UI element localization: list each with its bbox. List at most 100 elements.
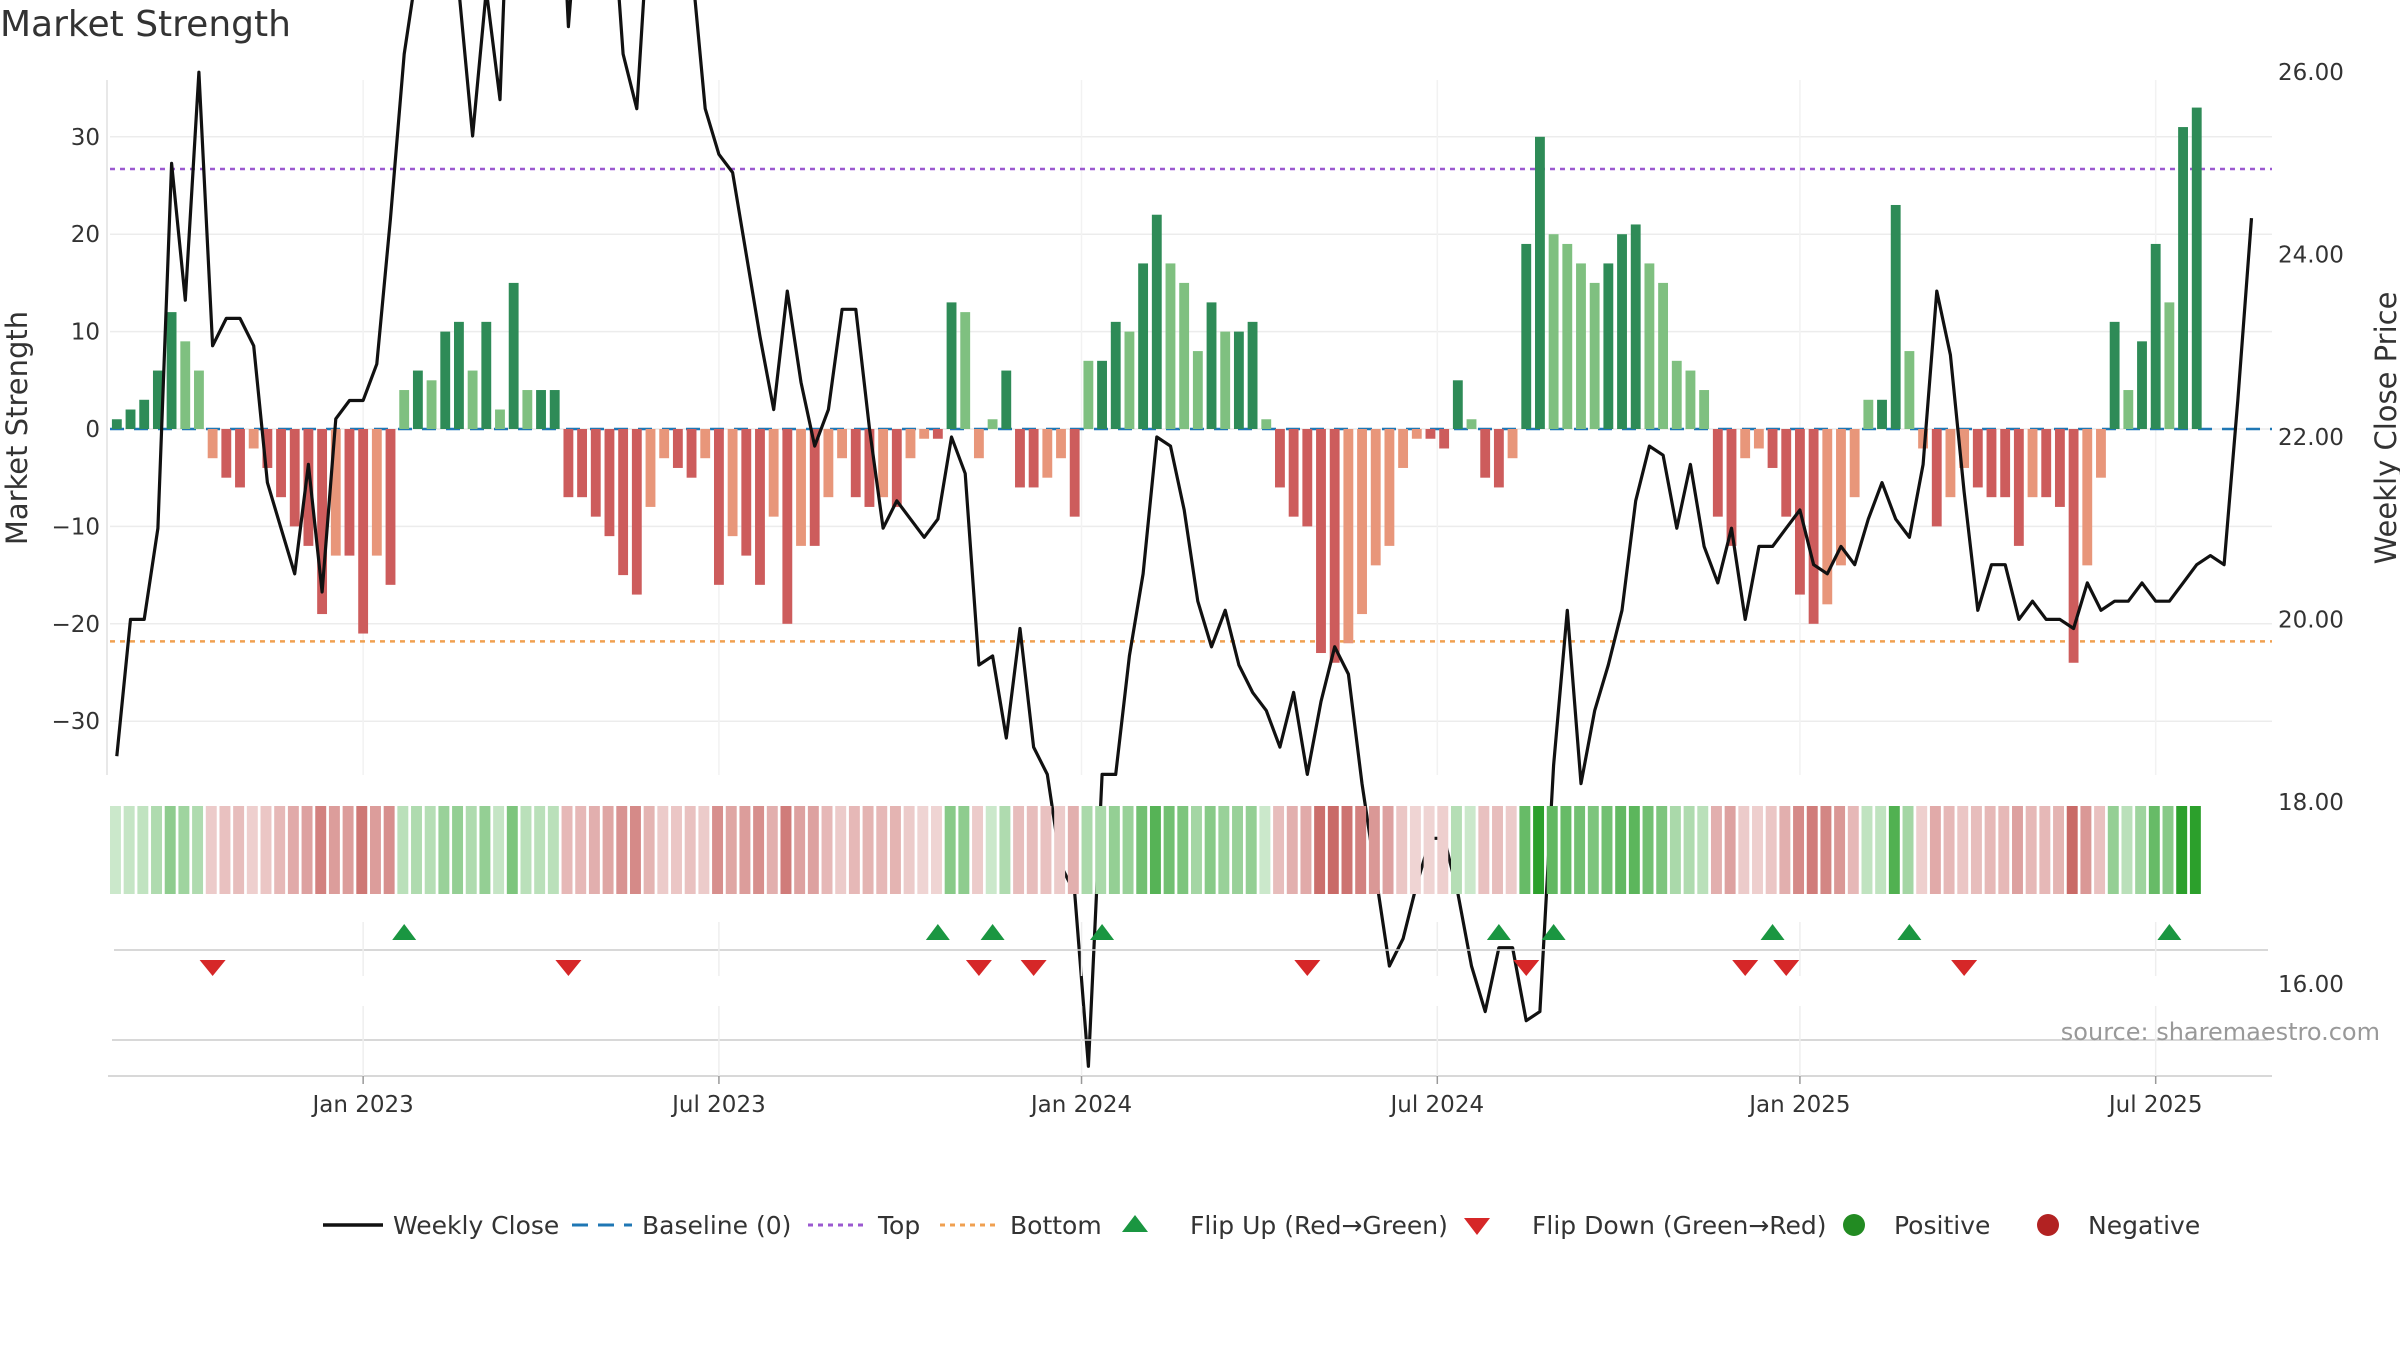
heat-strip-cell	[1587, 806, 1599, 894]
heat-strip-cell	[712, 806, 724, 894]
y2-tick-label: 22.00	[2278, 425, 2344, 451]
strength-bar	[1945, 429, 1956, 498]
heat-strip-cell	[342, 806, 354, 894]
heat-strip-cell	[274, 806, 286, 894]
strength-bar	[1918, 429, 1928, 449]
strength-bar	[371, 429, 382, 556]
flip-down-marker	[555, 960, 582, 976]
heat-strip-cell	[2176, 806, 2188, 894]
strength-bar	[1042, 429, 1053, 478]
legend-item-flip_up: Flip Up (Red→Green)	[1122, 1211, 1448, 1240]
strength-bar	[1452, 380, 1463, 429]
strength-bar	[303, 429, 314, 546]
heat-strip-cell	[2148, 806, 2160, 894]
strength-bar	[125, 409, 136, 429]
strength-bar	[1836, 429, 1846, 566]
strength-bar	[2109, 321, 2120, 429]
strength-bar	[1959, 429, 1970, 468]
flip-down-marker	[1294, 960, 1321, 976]
strength-bar	[426, 380, 437, 429]
flip-down-marker	[1732, 960, 1759, 976]
flip-up-marker	[2157, 924, 2182, 940]
strength-bar	[891, 429, 902, 507]
strength-bar	[1028, 429, 1039, 488]
heat-strip-cell	[1314, 806, 1326, 894]
heat-strip-cell	[999, 806, 1011, 894]
strength-bar	[1535, 136, 1545, 430]
heat-strip-cell	[889, 806, 901, 894]
heat-strip-cell	[821, 806, 833, 894]
heat-strip-cell	[862, 806, 874, 894]
heat-strip-cell	[1998, 806, 2010, 894]
strength-bar	[1110, 321, 1121, 429]
heat-strip-cell	[1095, 806, 1107, 894]
strength-bar	[1562, 243, 1573, 429]
strength-bar	[467, 370, 478, 429]
strength-bar	[590, 429, 601, 517]
heat-strip-cell	[753, 806, 765, 894]
strength-bar	[1384, 429, 1395, 546]
strength-bar	[358, 429, 369, 634]
heat-strip-cell	[561, 806, 573, 894]
flip-up-marker	[1090, 924, 1115, 940]
strength-bar	[1466, 419, 1477, 429]
heat-strip-cell	[725, 806, 737, 894]
legend-item-bottom: Bottom	[940, 1211, 1102, 1240]
heat-strip-cell	[260, 806, 272, 894]
strength-bar	[1275, 429, 1285, 488]
heat-strip-cell	[547, 806, 559, 894]
heat-strip-cell	[1710, 806, 1722, 894]
strength-bar	[248, 429, 259, 449]
heat-strip-cell	[917, 806, 929, 894]
heat-strip-cell	[369, 806, 381, 894]
legend-item-top: Top	[808, 1211, 920, 1240]
legend-label-flip_up: Flip Up (Red→Green)	[1190, 1211, 1448, 1240]
strength-bar	[1548, 234, 1559, 429]
x-tick-label: Jul 2023	[670, 1092, 766, 1118]
heat-strip-cell	[1683, 806, 1695, 894]
heat-strip-cell	[192, 806, 204, 894]
strength-bar	[481, 321, 492, 429]
strength-bar	[1179, 282, 1190, 429]
flip-up-marker	[1897, 924, 1922, 940]
strength-bar	[194, 370, 204, 429]
heat-strip-cell	[452, 806, 464, 894]
flip-down-marker	[199, 960, 226, 976]
strength-bar	[536, 390, 546, 429]
heat-strip-cell	[1437, 806, 1449, 894]
y2-tick-label: 18.00	[2278, 790, 2344, 816]
y2-axis-title: Weekly Close Price	[2369, 292, 2400, 565]
strength-bar	[1247, 321, 1258, 429]
strength-bar	[755, 429, 765, 585]
strength-bar	[2013, 429, 2024, 546]
heat-strip-cell	[1601, 806, 1613, 894]
heat-strip-cell	[123, 806, 135, 894]
heat-strip-cell	[1013, 806, 1025, 894]
strength-bar	[1671, 360, 1682, 429]
heat-strip-cell	[1273, 806, 1285, 894]
heat-strip-cell	[2162, 806, 2174, 894]
strength-bar	[495, 409, 505, 429]
strength-bar	[1220, 331, 1231, 429]
heat-strip-cell	[1943, 806, 1955, 894]
y-tick-label: 0	[85, 417, 100, 443]
strength-bar	[1576, 263, 1586, 429]
strength-bar	[1398, 429, 1409, 468]
strength-bar	[2164, 302, 2175, 429]
heat-strip-cell	[1423, 806, 1435, 894]
flip-down-marker	[1513, 960, 1540, 976]
heat-strip-cell	[1533, 806, 1545, 894]
heat-strip-cell	[328, 806, 340, 894]
grid-layer	[110, 80, 2272, 775]
strength-bar	[180, 341, 191, 429]
legend-label-flip_down: Flip Down (Green→Red)	[1532, 1211, 1827, 1240]
strength-bar	[262, 429, 273, 468]
heat-strip-cell	[534, 806, 546, 894]
flip-up-marker	[1760, 924, 1785, 940]
heat-strip-cell	[465, 806, 477, 894]
strength-bar	[330, 429, 341, 556]
heat-strip-cell	[602, 806, 614, 894]
heat-strip-cell	[1232, 806, 1243, 894]
heat-strip-cell	[684, 806, 696, 894]
heat-strip-cell	[1067, 806, 1079, 894]
